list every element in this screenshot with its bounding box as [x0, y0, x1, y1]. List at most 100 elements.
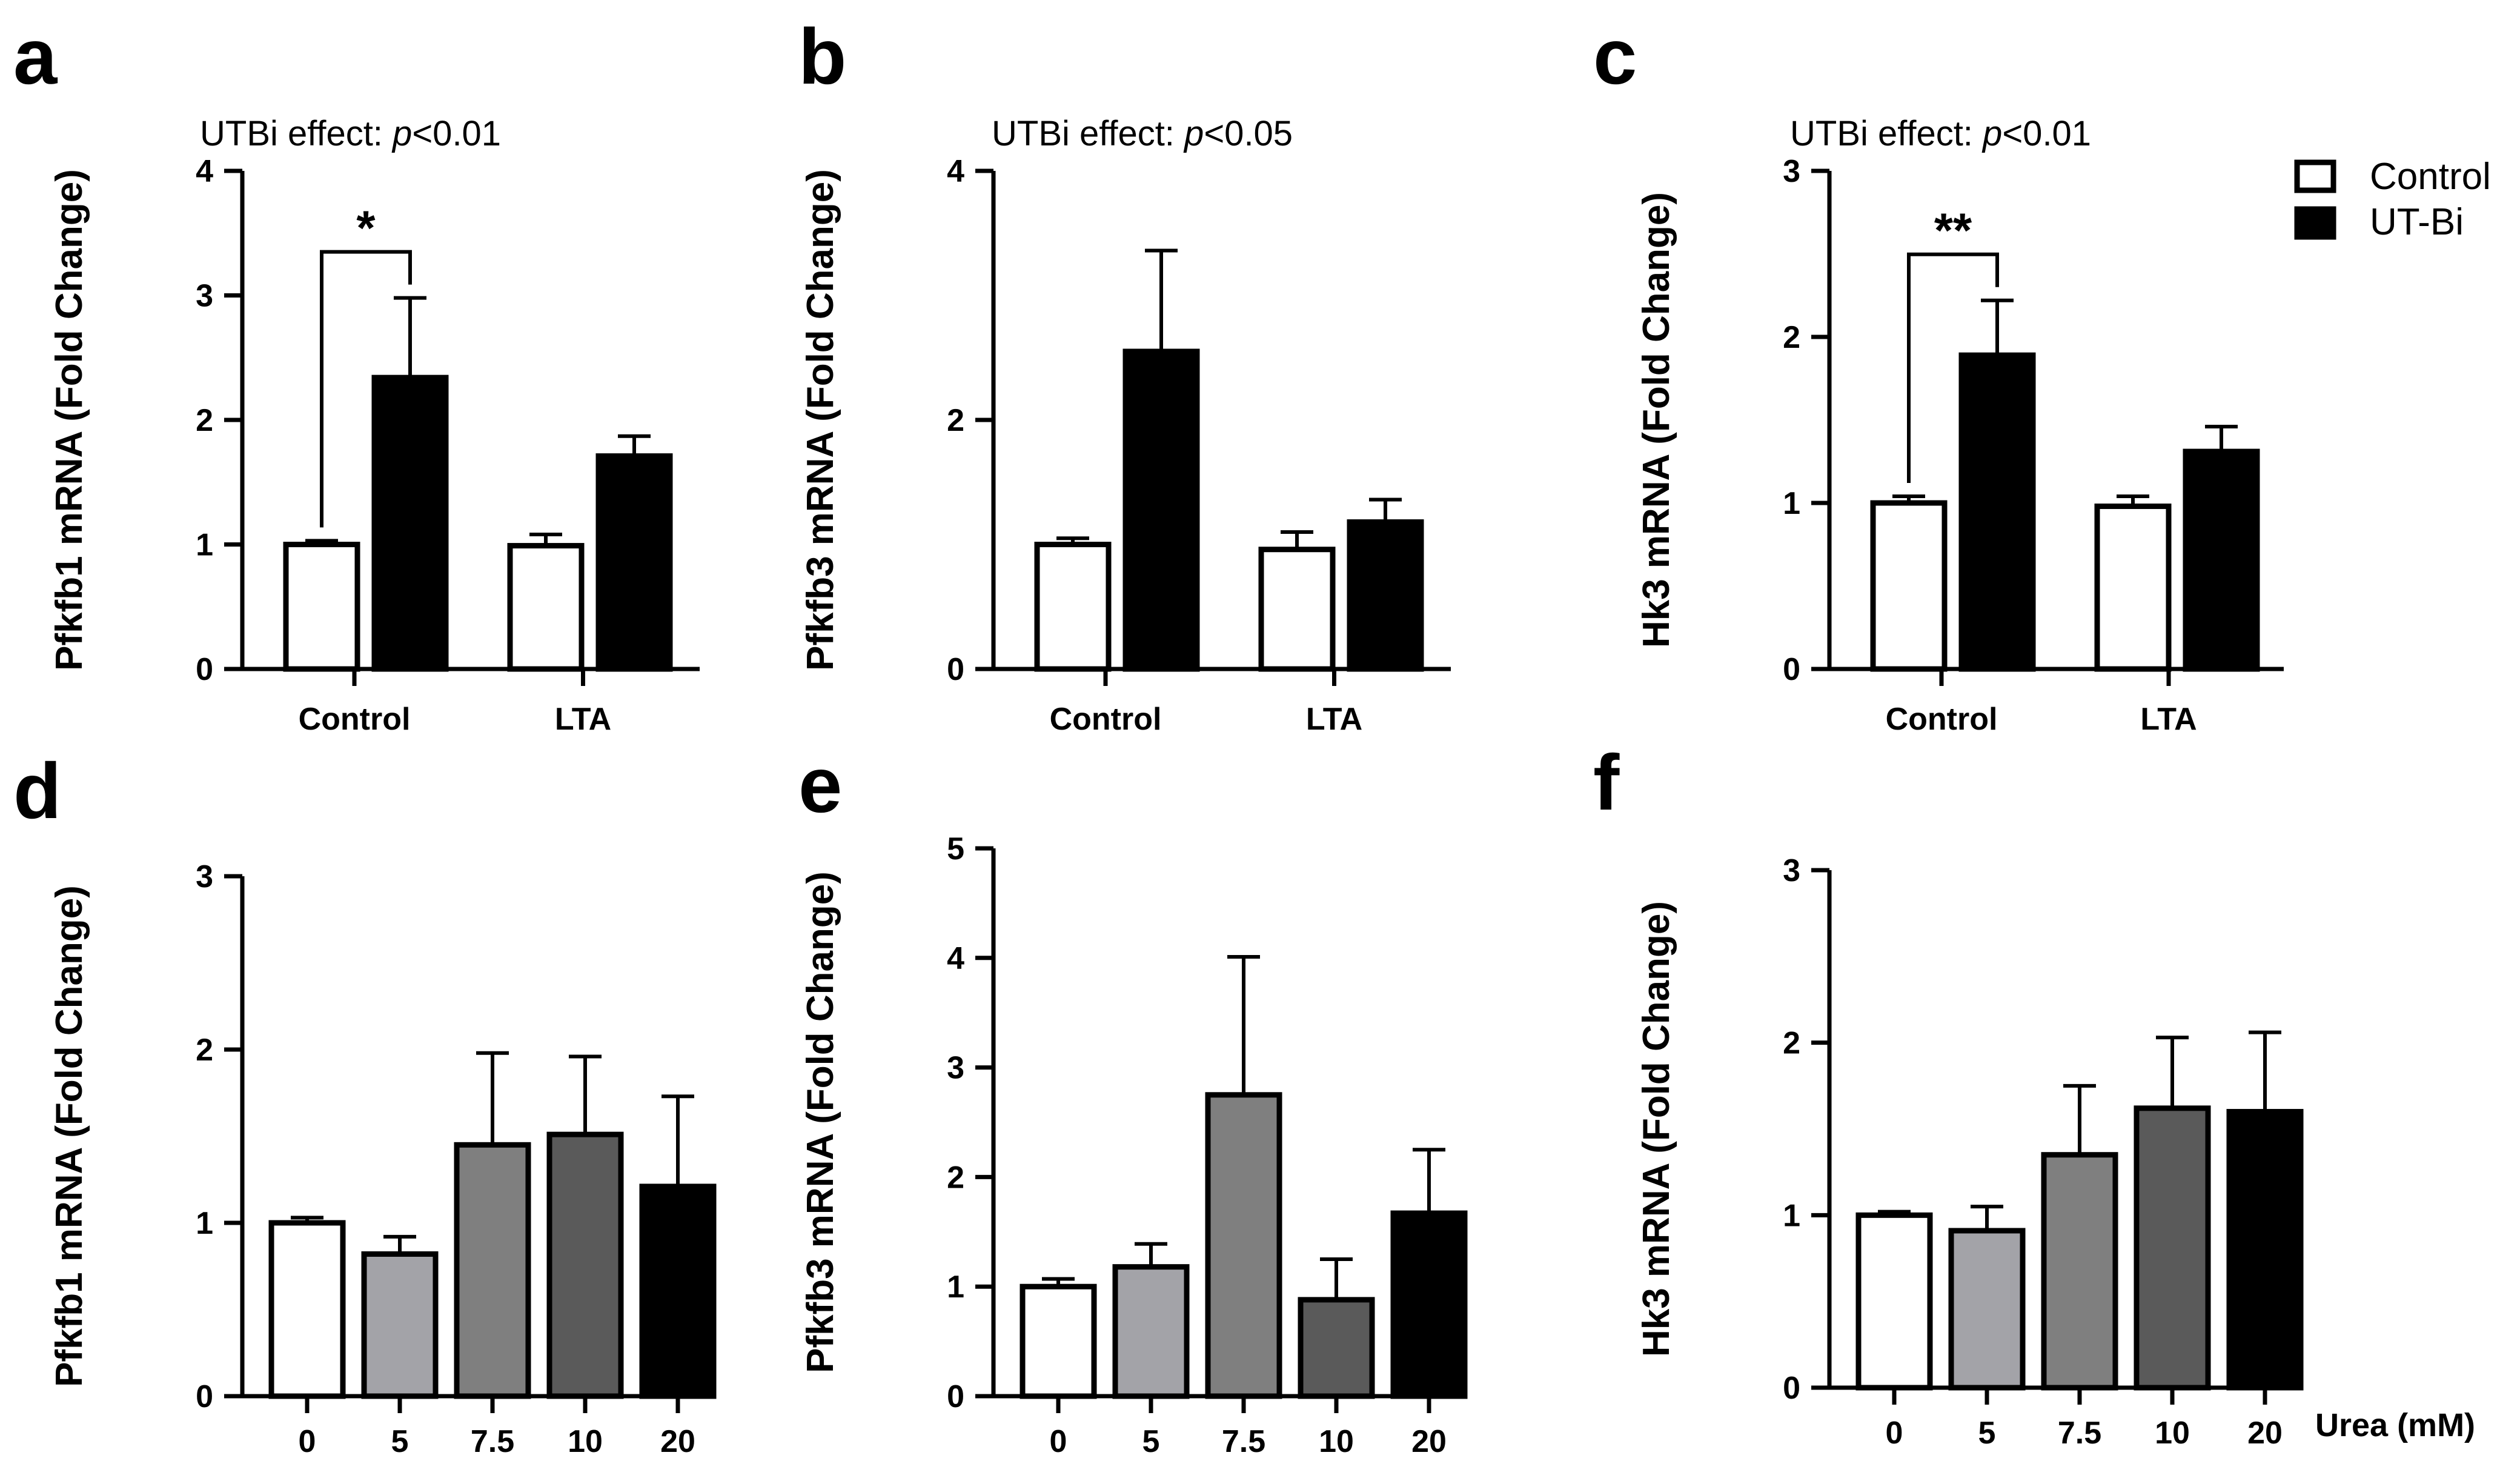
y-tick-label: 0 [947, 652, 964, 687]
annotation-p: p [1183, 114, 1204, 153]
y-tick-label: 4 [196, 154, 213, 189]
x-tick-label: 10 [2155, 1416, 2190, 1451]
bar-e-5 [1112, 1264, 1190, 1399]
bar-c-lta-control [2094, 503, 2172, 672]
legend-swatch-utbi [2294, 206, 2336, 240]
bar-d-7-5 [454, 1142, 531, 1399]
effect-annotation-b: UTBi effect: p<0.05 [992, 114, 1293, 153]
bar-a-lta-utbi [595, 453, 673, 672]
y-tick-label: 0 [1783, 1371, 1800, 1406]
bar-e-7-5 [1205, 1092, 1282, 1399]
significance-bracket [320, 250, 412, 528]
bar-f-20 [2226, 1109, 2304, 1391]
bar-b-control-control [1034, 542, 1112, 672]
x-tick-label: Control [299, 702, 411, 737]
bar-c-control-utbi [1958, 352, 2036, 672]
bar-a-control-utbi [371, 374, 449, 672]
y-tick-label: 4 [947, 941, 964, 976]
y-tick-label: 2 [196, 1033, 213, 1068]
x-tick-label: 20 [1411, 1424, 1447, 1459]
annotation-p: p [1981, 114, 2002, 153]
panel-letter-a: a [13, 12, 58, 101]
panel-letter-b: b [798, 12, 846, 101]
y-tick-label: 1 [1783, 1198, 1800, 1233]
bar-c-control-control [1870, 500, 1948, 672]
y-axis-label-f: Hk3 mRNA (Fold Change) [1636, 901, 1677, 1357]
x-tick-label: 5 [391, 1424, 409, 1459]
bar-e-20 [1390, 1210, 1468, 1399]
x-tick-label: 5 [1978, 1416, 1996, 1451]
significance-label: ** [1934, 204, 1972, 258]
panel-letter-c: c [1593, 12, 1637, 101]
y-tick-label: 5 [947, 831, 964, 867]
chart-panel-d: d Pfkfb1 mRNA (Fold Change) 0 1 2 3 0 5 7.5 10 20 [13, 747, 717, 1459]
y-tick-label: 1 [1783, 486, 1800, 521]
annotation-value: <0.01 [412, 114, 501, 153]
x-tick-label: 7.5 [1222, 1424, 1265, 1459]
x-tick-label: Control [1050, 702, 1162, 737]
x-tick-label: 10 [1319, 1424, 1354, 1459]
x-tick-label: 5 [1142, 1424, 1160, 1459]
bar-f-5 [1948, 1228, 2026, 1391]
annotation-prefix: UTBi effect: [1790, 114, 1983, 153]
y-axis-label-a: Pfkfb1 mRNA (Fold Change) [48, 169, 90, 671]
x-tick-label: 7.5 [2058, 1416, 2101, 1451]
panel-letter-e: e [798, 740, 842, 829]
bar-c-lta-utbi [2183, 448, 2260, 672]
bar-d-5 [361, 1251, 439, 1399]
x-unit-label: Urea (mM) [2315, 1407, 2475, 1443]
y-tick-label: 2 [947, 1160, 964, 1195]
legend-label-utbi: UT-Bi [2370, 201, 2464, 243]
y-tick-label: 0 [1783, 652, 1800, 687]
significance-label: * [356, 201, 376, 255]
x-tick-label: 0 [299, 1424, 316, 1459]
legend: Control UT-Bi [2294, 156, 2491, 243]
y-tick-label: 4 [947, 154, 964, 189]
y-tick-label: 2 [1783, 320, 1800, 355]
x-tick-label: LTA [555, 702, 611, 737]
y-tick-label: 1 [947, 1270, 964, 1305]
bar-f-10 [2134, 1105, 2211, 1391]
bar-d-0 [268, 1220, 346, 1399]
bar-d-10 [546, 1131, 624, 1399]
y-tick-label: 2 [1783, 1026, 1800, 1061]
y-tick-label: 3 [196, 279, 213, 314]
chart-panel-c: c UTBi effect: p<0.01 Hk3 mRNA (Fold Chang… [1593, 12, 2284, 737]
bar-b-lta-utbi [1347, 519, 1424, 672]
bar-d-20 [639, 1183, 717, 1399]
y-tick-label: 0 [196, 1379, 213, 1414]
y-tick-label: 1 [196, 1206, 213, 1241]
chart-panel-b: b UTBi effect: p<0.05 Pfkfb3 mRNA (Fold Ch… [798, 12, 1451, 737]
x-tick-label: 20 [660, 1424, 695, 1459]
y-tick-label: 2 [196, 403, 213, 438]
y-axis-label-c: Hk3 mRNA (Fold Change) [1636, 192, 1677, 648]
bar-a-control-control [283, 542, 360, 672]
annotation-value: <0.05 [1204, 114, 1293, 153]
bar-e-10 [1298, 1297, 1375, 1399]
y-tick-label: 3 [1783, 853, 1800, 888]
bar-b-control-utbi [1122, 348, 1200, 672]
legend-swatch-control [2294, 159, 2336, 193]
chart-panel-a: a UTBi effect: p<0.01 Pfkfb1 mRNA (Fold Ch… [13, 12, 700, 737]
x-tick-label: Control [1886, 702, 1998, 737]
effect-annotation-a: UTBi effect: p<0.01 [200, 114, 501, 153]
y-tick-label: 3 [1783, 154, 1800, 189]
x-tick-label: 0 [1886, 1416, 1903, 1451]
annotation-p: p [391, 114, 412, 153]
y-tick-label: 0 [947, 1379, 964, 1414]
bar-b-lta-control [1258, 547, 1336, 672]
legend-label-control: Control [2370, 156, 2491, 198]
y-tick-label: 3 [196, 859, 213, 894]
chart-panel-e: e Pfkfb3 mRNA (Fold Change) 0 1 2 3 4 5 0 5 7.5 10 2… [798, 740, 1468, 1459]
y-tick-label: 3 [947, 1051, 964, 1086]
x-tick-label: LTA [1306, 702, 1362, 737]
y-tick-label: 0 [196, 652, 213, 687]
bar-f-0 [1855, 1212, 1933, 1391]
y-tick-label: 1 [196, 528, 213, 563]
bar-e-0 [1020, 1283, 1097, 1399]
x-tick-label: 0 [1050, 1424, 1067, 1459]
panel-letter-f: f [1593, 738, 1620, 827]
annotation-value: <0.01 [2002, 114, 2091, 153]
x-tick-label: 20 [2247, 1416, 2283, 1451]
